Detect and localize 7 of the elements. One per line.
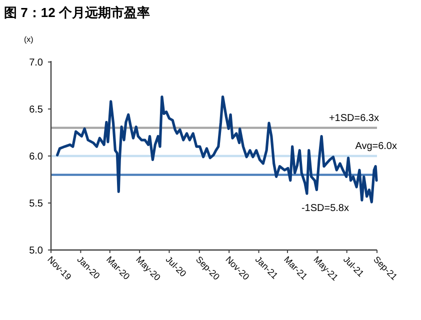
- y-tick-label: 7.0: [29, 58, 44, 68]
- y-tick-label: 5.5: [29, 198, 44, 210]
- title: 图 7：12 个月远期市盈率: [4, 5, 150, 20]
- y-tick-label: 6.5: [29, 104, 44, 116]
- ylabel: (x): [24, 35, 34, 44]
- y-tick-label: 5.0: [29, 246, 44, 256]
- y-tick-label: 6.0: [29, 152, 44, 162]
